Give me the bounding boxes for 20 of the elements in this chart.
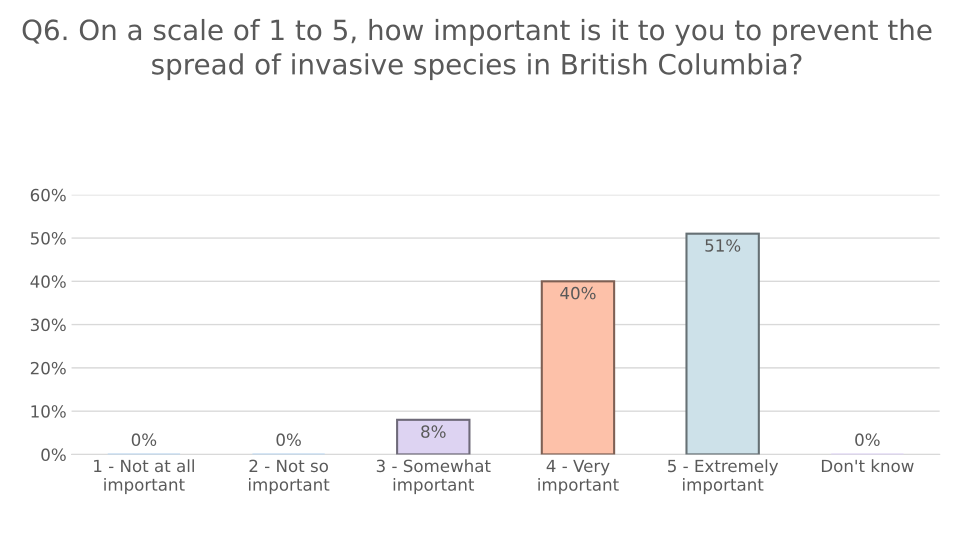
x-tick-label: 3 - Somewhat important	[376, 459, 491, 494]
y-tick-label: 30%	[30, 318, 66, 332]
y-tick-label: 50%	[30, 232, 66, 245]
data-label: 8%	[421, 425, 446, 438]
y-tick-label: 10%	[31, 405, 66, 418]
y-tick-label: 60%	[30, 188, 66, 202]
data-label: 0%	[276, 433, 301, 446]
x-tick-label: 4 - Very important	[538, 460, 619, 494]
x-tick-label: 1 - Not at all important	[94, 459, 194, 494]
data-label: 0%	[132, 433, 156, 446]
y-tick-label: 20%	[30, 362, 66, 374]
x-tick-label: 5 - Extremely important	[668, 459, 778, 494]
x-tick-label: 2 - Not so important	[248, 460, 330, 494]
y-tick-label: 40%	[30, 275, 66, 288]
y-tick-label: 0%	[41, 448, 66, 462]
chart-title: Q6. On a scale of 1 to 5, how important is it to you to prevent the spread of invasive species in British Columbia?	[22, 18, 932, 80]
data-label: 40%	[560, 286, 596, 300]
x-tick-label: Don't know	[822, 459, 914, 472]
data-label: 0%	[855, 433, 880, 446]
data-label: 51%	[705, 239, 740, 252]
